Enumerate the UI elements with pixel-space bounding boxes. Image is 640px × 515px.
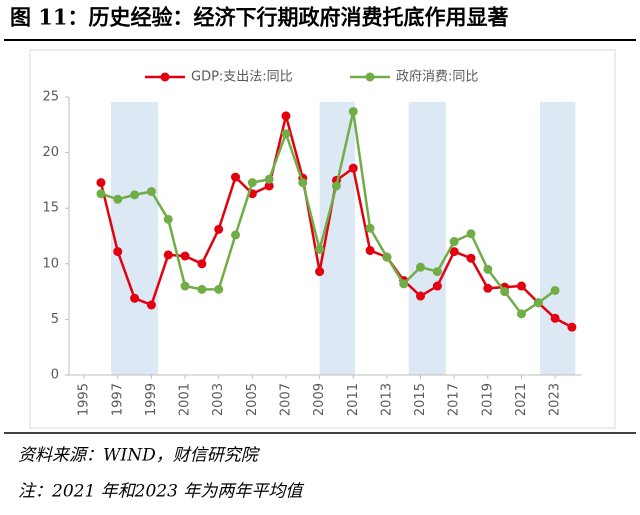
chart-frame [29, 49, 616, 429]
point-marker [113, 247, 123, 257]
point-marker [416, 262, 426, 272]
point-marker [516, 309, 526, 319]
point-marker [432, 281, 442, 291]
series-line [100, 111, 556, 316]
x-tick-label: 2013 [379, 383, 394, 416]
point-marker [348, 106, 358, 116]
point-marker [146, 300, 156, 310]
y-tick-label: 20 [42, 145, 59, 160]
point-marker [399, 279, 409, 289]
point-marker [214, 284, 224, 294]
y-tick-label: 15 [42, 201, 59, 216]
point-marker [180, 251, 190, 261]
point-marker [365, 245, 375, 255]
point-marker [550, 285, 560, 295]
point-marker [113, 194, 123, 204]
x-tick-label: 1995 [77, 383, 92, 416]
x-tick-label: 2015 [413, 383, 428, 416]
page-title: 图 11：历史经验：经济下行期政府消费托底作用显著 [10, 5, 509, 30]
point-marker [231, 172, 241, 182]
point-marker [281, 129, 291, 139]
point-marker [180, 281, 190, 291]
x-tick-label: 1997 [110, 383, 125, 416]
point-marker [264, 181, 274, 191]
highlight-band [111, 102, 159, 375]
legend-marker [160, 72, 170, 82]
y-tick-label: 10 [42, 256, 59, 271]
point-marker [264, 174, 274, 184]
point-marker [533, 298, 543, 308]
point-marker [197, 284, 207, 294]
point-marker [130, 190, 140, 200]
point-marker [247, 178, 257, 188]
point-marker [163, 250, 173, 260]
point-marker [163, 214, 173, 224]
point-marker [315, 267, 325, 277]
point-marker [432, 267, 442, 277]
x-tick-label: 2009 [312, 383, 327, 416]
y-tick-label: 0 [51, 368, 59, 383]
point-marker [298, 178, 308, 188]
point-marker [146, 187, 156, 197]
point-marker [96, 189, 106, 199]
x-tick-label: 2001 [178, 383, 193, 416]
point-marker [466, 253, 476, 263]
point-marker [214, 224, 224, 234]
legend-marker [365, 72, 375, 82]
point-marker [348, 163, 358, 173]
point-marker [500, 287, 510, 297]
point-marker [416, 291, 426, 301]
x-tick-label: 2007 [278, 383, 293, 416]
point-marker [550, 313, 560, 323]
x-tick-label: 2019 [480, 383, 495, 416]
point-marker [567, 322, 577, 332]
legend-label: 政府消费:同比 [396, 70, 478, 85]
x-tick-label: 2011 [346, 383, 361, 416]
point-marker [449, 237, 459, 247]
footnote: 注：2021 年和2023 年为两年平均值 [18, 482, 304, 502]
x-tick-label: 2017 [447, 383, 462, 416]
point-marker [197, 259, 207, 269]
point-marker [449, 247, 459, 257]
y-tick-label: 25 [42, 90, 59, 105]
x-tick-label: 2005 [245, 383, 260, 416]
x-tick-label: 2023 [548, 383, 563, 416]
x-tick-label: 1999 [144, 383, 159, 416]
point-marker [483, 264, 493, 274]
point-marker [315, 244, 325, 254]
y-tick-label: 5 [51, 312, 59, 327]
highlight-band [539, 102, 576, 375]
point-marker [365, 223, 375, 233]
legend-label: GDP:支出法:同比 [191, 70, 293, 85]
x-tick-label: 2003 [211, 383, 226, 416]
highlight-band [408, 102, 446, 375]
point-marker [231, 230, 241, 240]
point-marker [130, 293, 140, 303]
point-marker [331, 181, 341, 191]
source-note: 资料来源：WIND，财信研究院 [18, 446, 261, 466]
point-marker [382, 252, 392, 262]
x-tick-label: 2021 [514, 383, 529, 416]
point-marker [281, 111, 291, 121]
point-marker [466, 229, 476, 239]
point-marker [483, 283, 493, 293]
point-marker [96, 178, 106, 188]
point-marker [516, 281, 526, 291]
